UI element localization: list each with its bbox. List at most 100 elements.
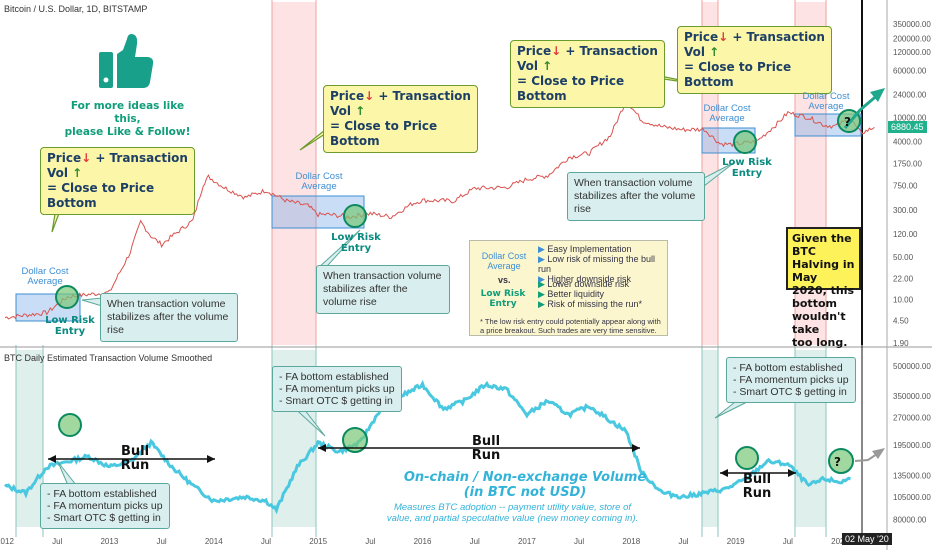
entry-marker-circle xyxy=(59,414,81,436)
callout-line-2: = Close to Price Bottom xyxy=(330,119,471,149)
bull-line-1: Bull xyxy=(461,435,511,449)
x-tick-label: Jul xyxy=(156,537,166,546)
legend-lre-points: ▶ Lower downside risk ▶ Better liquidity… xyxy=(538,279,642,309)
y-tick-label: 4.50 xyxy=(893,316,909,325)
arrow-up-icon: ↑ xyxy=(355,104,365,118)
promo-line-2: please Like & Follow! xyxy=(60,126,195,139)
x-tick-label: Jul xyxy=(783,537,793,546)
dca-line-2: Average xyxy=(288,182,350,192)
highlight-band xyxy=(702,350,718,527)
fa-line: - Smart OTC $ getting in xyxy=(279,395,395,407)
arrow-down-icon: ↓ xyxy=(551,44,561,58)
fa-note-3: - FA bottom established - FA momentum pic… xyxy=(726,357,856,403)
legend-dca-2: Average xyxy=(476,261,532,271)
measures-line-1: Measures BTC adoption -- payment utility… xyxy=(375,502,650,513)
fa-note-2: - FA bottom established - FA momentum pic… xyxy=(272,366,402,412)
legend-dca-points: ▶ Easy Implementation ▶ Low risk of miss… xyxy=(538,244,667,284)
bull-line-1: Bull xyxy=(732,473,782,487)
halving-line: Halving in May xyxy=(792,258,855,284)
fa-line: - FA bottom established xyxy=(47,488,163,500)
stabilizes-line-1: When transaction volume xyxy=(107,298,231,311)
x-tick-label: 2017 xyxy=(518,537,536,546)
legend-dca-point: ▶ Low risk of missing the bull run xyxy=(538,254,667,274)
legend-footnote-2: a price breakout. Such trades are very t… xyxy=(480,326,661,335)
last-price-tag: 6880.45 xyxy=(888,121,927,133)
legend-lre-point: ▶ Risk of missing the run* xyxy=(538,299,642,309)
y-tick-label: 105000.00 xyxy=(893,493,931,502)
fa-line: - Smart OTC $ getting in xyxy=(733,386,849,398)
halving-line: 2020, this xyxy=(792,284,855,297)
x-tick-label: 2019 xyxy=(727,537,745,546)
strategy-comparison-box: Dollar Cost Average ▶ Easy Implementation… xyxy=(469,240,668,336)
bull-line-2: Run xyxy=(461,449,511,463)
entry-marker-circle xyxy=(734,131,756,153)
lre-line-2: Entry xyxy=(40,326,100,337)
lre-label-3: Low Risk Entry xyxy=(717,157,777,179)
onchain-line-1: On-chain / Non-exchange Volume xyxy=(395,470,655,485)
y-tick-label: 1.90 xyxy=(893,339,909,348)
dca-label-3: Dollar Cost Average xyxy=(696,104,758,124)
stabilizes-note-1: When transaction volume stabilizes after … xyxy=(100,293,238,342)
fa-line: - FA bottom established xyxy=(279,371,395,383)
dca-label-1: Dollar Cost Average xyxy=(14,267,76,287)
bull-run-label-2: Bull Run xyxy=(461,435,511,463)
fa-note-1: - FA bottom established - FA momentum pic… xyxy=(40,483,170,529)
stabilizes-line-2: stabilizes after the volume rise xyxy=(107,311,231,337)
y-tick-label: 200000.00 xyxy=(893,35,931,44)
legend-lre-point: ▶ Lower downside risk xyxy=(538,279,642,289)
legend-vs: vs. xyxy=(498,275,511,285)
y-tick-label: 10.00 xyxy=(893,295,914,304)
arrow-up-icon: ↑ xyxy=(72,166,82,180)
fa-line: - FA bottom established xyxy=(733,362,849,374)
fa-line: - Smart OTC $ getting in xyxy=(47,512,163,524)
x-tick-label: Jul xyxy=(365,537,375,546)
bull-line-2: Run xyxy=(110,459,160,473)
entry-marker-circle xyxy=(344,205,366,227)
dca-line-2: Average xyxy=(795,102,857,112)
legend-lre-label: Low Risk Entry xyxy=(478,289,528,309)
entry-marker-circle xyxy=(736,447,758,469)
callout-line-2: = Close to Price Bottom xyxy=(684,60,825,90)
promo-line-1: For more ideas like this, xyxy=(60,100,195,126)
arrow-down-icon: ↓ xyxy=(364,89,374,103)
bull-run-label-1: Bull Run xyxy=(110,445,160,473)
stabilizes-note-3: When transaction volume stabilizes after … xyxy=(567,172,705,221)
legend-dca-1: Dollar Cost xyxy=(476,251,532,261)
current-date-tag: 02 May '20 xyxy=(842,533,892,545)
y-tick-label: 500000.00 xyxy=(893,362,931,371)
dca-line-2: Average xyxy=(696,114,758,124)
x-tick-label: Jul xyxy=(678,537,688,546)
legend-lre-2: Entry xyxy=(478,299,528,309)
bull-run-label-3: Bull Run xyxy=(732,473,782,501)
x-tick-label: Jul xyxy=(574,537,584,546)
bull-line-2: Run xyxy=(732,487,782,501)
question-mark-top: ? xyxy=(844,115,851,129)
promo-text: For more ideas like this, please Like & … xyxy=(60,100,195,139)
fa-line: - FA momentum picks up xyxy=(279,383,395,395)
y-tick-label: 60000.00 xyxy=(893,66,927,75)
callout-price-word: Price xyxy=(684,30,718,44)
y-tick-label: 120000.00 xyxy=(893,48,931,57)
x-tick-label: 2014 xyxy=(205,537,223,546)
halving-line: bottom xyxy=(792,297,855,310)
y-tick-label: 350000.00 xyxy=(893,392,931,401)
y-tick-label: 50.00 xyxy=(893,253,914,262)
callout-line-2: = Close to Price Bottom xyxy=(47,181,188,211)
halving-note: Given the BTC Halving in May 2020, this … xyxy=(786,227,861,290)
lower-pane-title: BTC Daily Estimated Transaction Volume S… xyxy=(4,353,212,363)
chart-title: Bitcoin / U.S. Dollar, 1D, BITSTAMP xyxy=(4,4,147,14)
bull-line-1: Bull xyxy=(110,445,160,459)
callout-price-word: Price xyxy=(330,89,364,103)
fa-line: - FA momentum picks up xyxy=(733,374,849,386)
callout-price-vol-3: Price↓ + Transaction Vol ↑ = Close to Pr… xyxy=(510,40,665,108)
dca-label-2: Dollar Cost Average xyxy=(288,172,350,192)
y-tick-label: 1750.00 xyxy=(893,159,922,168)
y-tick-label: 135000.00 xyxy=(893,472,931,481)
lre-line-1: Low Risk xyxy=(40,315,100,326)
dca-label-4: Dollar Cost Average xyxy=(795,92,857,112)
callout-price-vol-1: Price↓ + Transaction Vol ↑ = Close to Pr… xyxy=(40,147,195,215)
x-tick-label: Jul xyxy=(52,537,62,546)
stabilizes-line-2: stabilizes after the volume rise xyxy=(574,190,698,216)
y-tick-label: 4000.00 xyxy=(893,138,922,147)
thumbs-up-icon xyxy=(95,30,155,92)
